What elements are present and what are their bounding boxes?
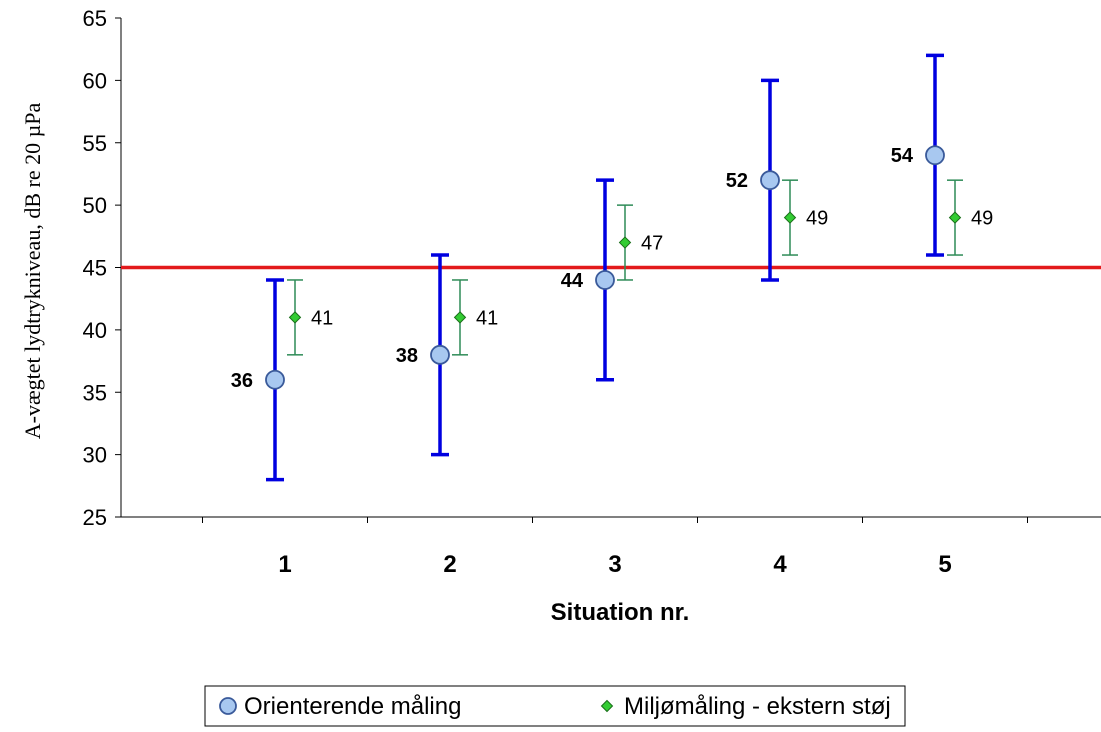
x-tick-label: 2 bbox=[443, 551, 456, 578]
x-tick-label: 4 bbox=[773, 551, 787, 578]
point-miljoe bbox=[783, 211, 797, 224]
data-label-orienterende: 54 bbox=[891, 145, 914, 167]
point-orienterende bbox=[265, 369, 285, 390]
legend-marker-orienterende bbox=[219, 697, 237, 715]
data-label-miljoe: 47 bbox=[641, 233, 663, 255]
data-label-orienterende: 36 bbox=[231, 370, 253, 392]
point-orienterende bbox=[925, 145, 945, 166]
y-tick-label: 30 bbox=[83, 443, 107, 468]
data-label-orienterende: 38 bbox=[396, 345, 418, 367]
y-tick-label: 50 bbox=[83, 193, 107, 218]
legend-label-miljoe: Miljømåling - ekstern støj bbox=[624, 693, 891, 720]
x-axis-title: Situation nr. bbox=[551, 599, 690, 626]
legend-marker-miljoe bbox=[600, 699, 614, 713]
x-tick-label: 3 bbox=[608, 551, 621, 578]
data-label-miljoe: 49 bbox=[971, 208, 993, 230]
y-tick-label: 45 bbox=[83, 256, 107, 281]
y-tick-label: 60 bbox=[83, 68, 107, 93]
x-tick-label: 1 bbox=[278, 551, 291, 578]
y-tick-label: 35 bbox=[83, 380, 107, 405]
y-tick-label: 65 bbox=[83, 6, 107, 31]
data-label-miljoe: 41 bbox=[311, 307, 333, 329]
legend-box bbox=[204, 685, 906, 727]
legend: Orienterende måling Miljømåling - ekstern… bbox=[204, 685, 906, 727]
y-tick-label: 55 bbox=[83, 131, 107, 156]
point-miljoe bbox=[288, 311, 302, 324]
point-miljoe bbox=[618, 236, 632, 249]
data-label-miljoe: 41 bbox=[476, 307, 498, 329]
point-miljoe bbox=[453, 311, 467, 324]
y-axis-title: A-vægtet lydtrykniveau, dB re 20 µPa bbox=[20, 103, 45, 440]
point-orienterende bbox=[760, 170, 780, 191]
point-orienterende bbox=[595, 270, 615, 290]
y-tick-label: 40 bbox=[83, 318, 107, 343]
y-tick-label: 25 bbox=[83, 505, 107, 530]
data-label-orienterende: 44 bbox=[561, 270, 584, 292]
data-label-orienterende: 52 bbox=[726, 170, 748, 192]
x-tick-label: 5 bbox=[938, 551, 951, 578]
point-miljoe bbox=[948, 211, 962, 224]
series-group: 36 38 44 52 54 41 41 47 49 49 bbox=[231, 53, 993, 482]
legend-label-orienterende: Orienterende måling bbox=[244, 693, 461, 720]
data-label-miljoe: 49 bbox=[806, 208, 828, 230]
point-orienterende bbox=[430, 344, 450, 365]
